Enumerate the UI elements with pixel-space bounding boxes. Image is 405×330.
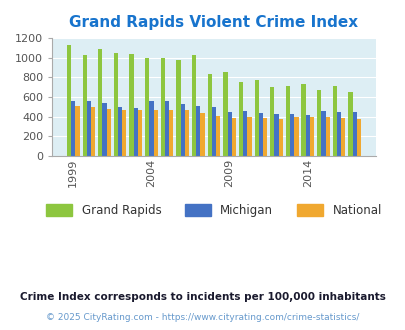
Bar xyxy=(113,53,118,156)
Bar xyxy=(285,86,289,156)
Bar xyxy=(122,111,126,156)
Bar xyxy=(247,117,251,156)
Bar xyxy=(211,108,215,156)
Bar xyxy=(98,50,102,156)
Bar xyxy=(274,114,278,156)
Bar xyxy=(129,54,133,156)
Bar xyxy=(254,80,258,156)
Bar xyxy=(262,118,266,156)
Bar xyxy=(215,116,220,156)
Bar xyxy=(352,112,356,156)
Bar xyxy=(278,118,282,156)
Bar xyxy=(325,117,329,156)
Bar xyxy=(138,110,142,156)
Bar xyxy=(67,45,71,156)
Bar xyxy=(133,108,138,156)
Bar xyxy=(347,91,352,156)
Bar xyxy=(91,107,95,156)
Bar xyxy=(192,55,196,156)
Bar xyxy=(149,101,153,156)
Bar xyxy=(309,117,313,156)
Bar xyxy=(169,110,173,156)
Text: © 2025 CityRating.com - https://www.cityrating.com/crime-statistics/: © 2025 CityRating.com - https://www.city… xyxy=(46,313,359,322)
Bar xyxy=(316,90,321,156)
Bar xyxy=(301,84,305,156)
Bar xyxy=(258,113,262,156)
Bar xyxy=(200,113,204,156)
Bar xyxy=(118,107,122,156)
Bar xyxy=(176,60,180,156)
Bar xyxy=(231,118,235,156)
Bar xyxy=(289,115,294,156)
Bar xyxy=(336,112,340,156)
Bar xyxy=(153,111,158,156)
Bar xyxy=(180,104,184,156)
Bar xyxy=(71,101,75,156)
Bar xyxy=(243,111,247,156)
Text: Crime Index corresponds to incidents per 100,000 inhabitants: Crime Index corresponds to incidents per… xyxy=(20,292,385,302)
Bar xyxy=(270,87,274,156)
Bar xyxy=(223,72,227,156)
Bar xyxy=(356,119,360,156)
Bar xyxy=(82,55,87,156)
Legend: Grand Rapids, Michigan, National: Grand Rapids, Michigan, National xyxy=(41,199,386,222)
Bar xyxy=(294,117,298,156)
Bar xyxy=(75,106,79,156)
Bar xyxy=(196,107,200,156)
Bar xyxy=(145,57,149,156)
Bar xyxy=(332,86,336,156)
Bar xyxy=(160,57,164,156)
Bar xyxy=(102,103,107,156)
Bar xyxy=(321,112,325,156)
Title: Grand Rapids Violent Crime Index: Grand Rapids Violent Crime Index xyxy=(69,15,358,30)
Bar xyxy=(238,82,243,156)
Bar xyxy=(107,109,111,156)
Bar xyxy=(227,112,231,156)
Bar xyxy=(164,101,169,156)
Bar xyxy=(184,110,189,156)
Bar xyxy=(305,115,309,156)
Bar xyxy=(87,101,91,156)
Bar xyxy=(340,118,345,156)
Bar xyxy=(207,74,211,156)
